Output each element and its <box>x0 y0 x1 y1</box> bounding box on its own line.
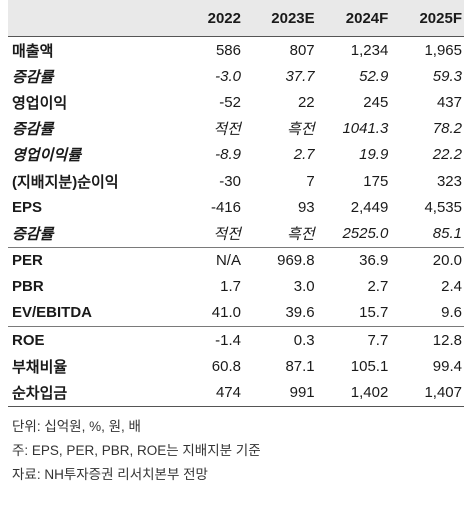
table-row: 증감률 적전 흑전 2525.0 85.1 <box>8 220 464 246</box>
cell-value: -3.0 <box>215 67 241 85</box>
table-row: PER N/A 969.8 36.9 20.0 <box>8 248 464 274</box>
cell-value: 12.8 <box>432 331 462 349</box>
cell-value: 85.1 <box>432 224 462 242</box>
cell-value: 39.6 <box>285 304 315 322</box>
table-row: EPS -416 93 2,449 4,535 <box>8 194 464 220</box>
cell-value: -416 <box>210 198 241 216</box>
table-body: 매출액 586 807 1,234 1,965 증감률 -3.0 37.7 52.9 59.3 영업… <box>8 37 464 407</box>
row-label: 영업이익률 <box>12 147 82 165</box>
row-label: ROE <box>12 331 45 349</box>
note-source: 자료: NH투자증권 리서치본부 전망 <box>12 466 208 482</box>
cell-value: N/A <box>215 252 241 270</box>
cell-value: -1.4 <box>215 331 241 349</box>
cell-value: 60.8 <box>211 357 241 375</box>
cell-value: 0.3 <box>293 331 315 349</box>
row-group: PER N/A 969.8 36.9 20.0 PBR 1.7 3.0 2.7 2.4 EV/EBI… <box>8 248 464 328</box>
cell-value: 흑전 <box>287 121 315 139</box>
row-label: PER <box>12 252 43 270</box>
cell-value: 7.7 <box>367 331 389 349</box>
cell-value: 적전 <box>213 121 241 139</box>
cell-value: 87.1 <box>285 357 315 375</box>
cell-value: 2.7 <box>367 278 389 296</box>
cell-value: 245 <box>363 93 389 111</box>
row-label: EV/EBITDA <box>12 304 93 322</box>
cell-value: -52 <box>219 93 241 111</box>
cell-value: 1,234 <box>350 41 389 59</box>
header-year-2025f: 2025F <box>419 9 462 27</box>
row-label: 영업이익 <box>12 94 68 112</box>
cell-value: 7 <box>306 172 315 190</box>
table-row: 순차입금 474 991 1,402 1,407 <box>8 379 464 405</box>
cell-value: 99.4 <box>432 357 462 375</box>
cell-value: 1,965 <box>424 41 462 59</box>
cell-value: 586 <box>215 41 241 59</box>
row-label: 증감률 <box>12 68 54 86</box>
cell-value: 105.1 <box>350 357 389 375</box>
table-header-row: 2022 2023E 2024F 2025F <box>8 0 464 37</box>
table-row: ROE -1.4 0.3 7.7 12.8 <box>8 327 464 353</box>
cell-value: 흑전 <box>287 225 315 243</box>
cell-value: 19.9 <box>359 146 389 164</box>
note-units: 단위: 십억원, %, 원, 배 <box>12 418 141 434</box>
row-label: 순차입금 <box>12 385 68 403</box>
cell-value: 1,402 <box>350 384 389 402</box>
row-label: PBR <box>12 278 44 296</box>
header-year-2024f: 2024F <box>345 9 389 27</box>
row-group: ROE -1.4 0.3 7.7 12.8 부채비율 60.8 87.1 105.1 99.4 순차… <box>8 327 464 407</box>
cell-value: 93 <box>297 198 315 216</box>
cell-value: 1.7 <box>220 278 241 296</box>
cell-value: -30 <box>219 172 241 190</box>
cell-value: 474 <box>215 384 241 402</box>
cell-value: 4,535 <box>424 198 462 216</box>
cell-value: 175 <box>363 172 389 190</box>
financial-summary-table: 2022 2023E 2024F 2025F 매출액 586 807 1,234 1,9… <box>8 0 464 487</box>
cell-value: 3.0 <box>293 278 315 296</box>
table-row: 매출액 586 807 1,234 1,965 <box>8 37 464 63</box>
cell-value: 36.9 <box>359 252 389 270</box>
row-group: 매출액 586 807 1,234 1,965 증감률 -3.0 37.7 52.9 59.3 영업… <box>8 37 464 248</box>
header-year-2023e: 2023E <box>271 9 315 27</box>
note-basis: 주: EPS, PER, PBR, ROE는 지배지분 기준 <box>12 442 261 458</box>
cell-value: 1041.3 <box>342 120 389 138</box>
cell-value: 2,449 <box>350 198 389 216</box>
cell-value: 969.8 <box>277 252 315 270</box>
cell-value: 991 <box>289 384 315 402</box>
row-label: 매출액 <box>12 42 54 60</box>
cell-value: 1,407 <box>424 384 462 402</box>
row-label: 증감률 <box>12 121 54 139</box>
row-label: (지배지분)순이익 <box>12 173 119 191</box>
table-row: 증감률 적전 흑전 1041.3 78.2 <box>8 116 464 142</box>
footnotes: 단위: 십억원, %, 원, 배 주: EPS, PER, PBR, ROE는 … <box>8 415 464 487</box>
table-row: 부채비율 60.8 87.1 105.1 99.4 <box>8 353 464 379</box>
cell-value: 15.7 <box>359 304 389 322</box>
cell-value: 2.4 <box>441 278 462 296</box>
cell-value: 9.6 <box>441 304 462 322</box>
cell-value: 78.2 <box>432 120 462 138</box>
cell-value: 20.0 <box>432 252 462 270</box>
cell-value: 437 <box>436 93 462 111</box>
cell-value: 2525.0 <box>342 224 389 242</box>
cell-value: 52.9 <box>359 67 389 85</box>
cell-value: 323 <box>436 172 462 190</box>
table-row: EV/EBITDA 41.0 39.6 15.7 9.6 <box>8 300 464 326</box>
table-row: (지배지분)순이익 -30 7 175 323 <box>8 168 464 194</box>
row-label: 부채비율 <box>12 358 68 376</box>
cell-value: 41.0 <box>211 304 241 322</box>
cell-value: 37.7 <box>285 67 315 85</box>
cell-value: -8.9 <box>215 146 241 164</box>
cell-value: 22 <box>297 93 315 111</box>
row-label: EPS <box>12 198 43 216</box>
cell-value: 807 <box>289 41 315 59</box>
table-row: 영업이익률 -8.9 2.7 19.9 22.2 <box>8 142 464 168</box>
cell-value: 59.3 <box>432 67 462 85</box>
table-row: 증감률 -3.0 37.7 52.9 59.3 <box>8 63 464 89</box>
cell-value: 적전 <box>213 225 241 243</box>
header-year-2022: 2022 <box>207 9 241 27</box>
row-label: 증감률 <box>12 225 54 243</box>
table-row: PBR 1.7 3.0 2.7 2.4 <box>8 274 464 300</box>
table-row: 영업이익 -52 22 245 437 <box>8 89 464 115</box>
cell-value: 22.2 <box>432 146 462 164</box>
cell-value: 2.7 <box>293 146 315 164</box>
